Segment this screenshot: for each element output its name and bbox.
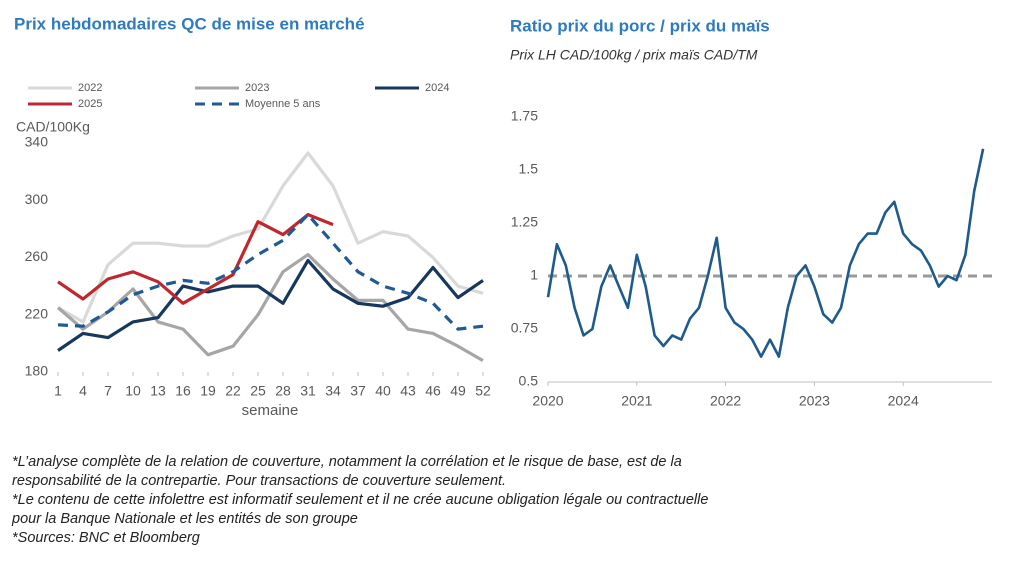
y-tick-label: 340 — [25, 134, 49, 150]
x-tick-label: 25 — [250, 383, 266, 399]
x-tick-label: 1 — [54, 383, 62, 399]
y-tick-label: 0.5 — [519, 373, 539, 389]
x-tick-label: 16 — [175, 383, 191, 399]
x-tick-label: 2022 — [710, 393, 741, 409]
x-tick-label: 2023 — [799, 393, 830, 409]
series-line — [57, 213, 484, 331]
legend-label: 2023 — [245, 82, 269, 94]
footnote: *L’analyse complète de la relation de co… — [12, 454, 682, 470]
y-tick-label: 300 — [25, 191, 49, 207]
series-line — [546, 148, 985, 358]
x-tick-label: 31 — [300, 383, 316, 399]
chart-title: Ratio prix du porc / prix du maïs — [510, 16, 770, 35]
y-tick-label: 0.75 — [511, 320, 538, 336]
x-tick-label: 2020 — [532, 393, 563, 409]
x-tick-label: 22 — [225, 383, 241, 399]
series-line — [56, 253, 484, 362]
x-tick-label: 10 — [125, 383, 141, 399]
y-tick-label: 1.25 — [511, 214, 538, 230]
y-tick-label: 220 — [25, 305, 49, 321]
x-tick-label: 19 — [200, 383, 216, 399]
x-tick-label: 7 — [104, 383, 112, 399]
x-tick-label: 46 — [425, 383, 441, 399]
x-axis-label: semaine — [242, 402, 299, 419]
footnote: responsabilité de la contrepartie. Pour … — [12, 473, 506, 489]
y-tick-label: 260 — [25, 248, 49, 264]
footnote: pour la Banque Nationale et les entités … — [11, 511, 358, 527]
footnote: *Le contenu de cette infolettre est info… — [12, 492, 708, 508]
series-line — [57, 213, 334, 305]
y-tick-label: 1.75 — [511, 108, 538, 124]
chart-title: Prix hebdomadaires QC de mise en marché — [14, 14, 365, 33]
x-tick-label: 40 — [375, 383, 391, 399]
legend-label: 2022 — [78, 82, 102, 94]
legend-label: Moyenne 5 ans — [245, 98, 321, 110]
series-line — [57, 151, 484, 324]
y-axis-label: CAD/100Kg — [16, 119, 90, 135]
x-tick-label: 34 — [325, 383, 341, 399]
legend-label: 2025 — [78, 98, 102, 110]
x-tick-label: 52 — [475, 383, 491, 399]
x-tick-label: 2021 — [621, 393, 652, 409]
x-tick-label: 2024 — [888, 393, 919, 409]
legend-label: 2024 — [425, 82, 449, 94]
x-tick-label: 49 — [450, 383, 466, 399]
x-tick-label: 28 — [275, 383, 291, 399]
y-tick-label: 1.5 — [519, 161, 539, 177]
series-line — [57, 258, 484, 352]
x-tick-label: 37 — [350, 383, 366, 399]
x-tick-label: 13 — [150, 383, 166, 399]
footnotes: *L’analyse complète de la relation de co… — [11, 454, 708, 546]
x-tick-label: 4 — [79, 383, 87, 399]
y-tick-label: 180 — [25, 363, 49, 379]
y-tick-label: 1 — [530, 267, 538, 283]
x-tick-label: 43 — [400, 383, 416, 399]
chart-subtitle: Prix LH CAD/100kg / prix maïs CAD/TM — [510, 47, 758, 63]
footnote: *Sources: BNC et Bloomberg — [12, 530, 200, 546]
